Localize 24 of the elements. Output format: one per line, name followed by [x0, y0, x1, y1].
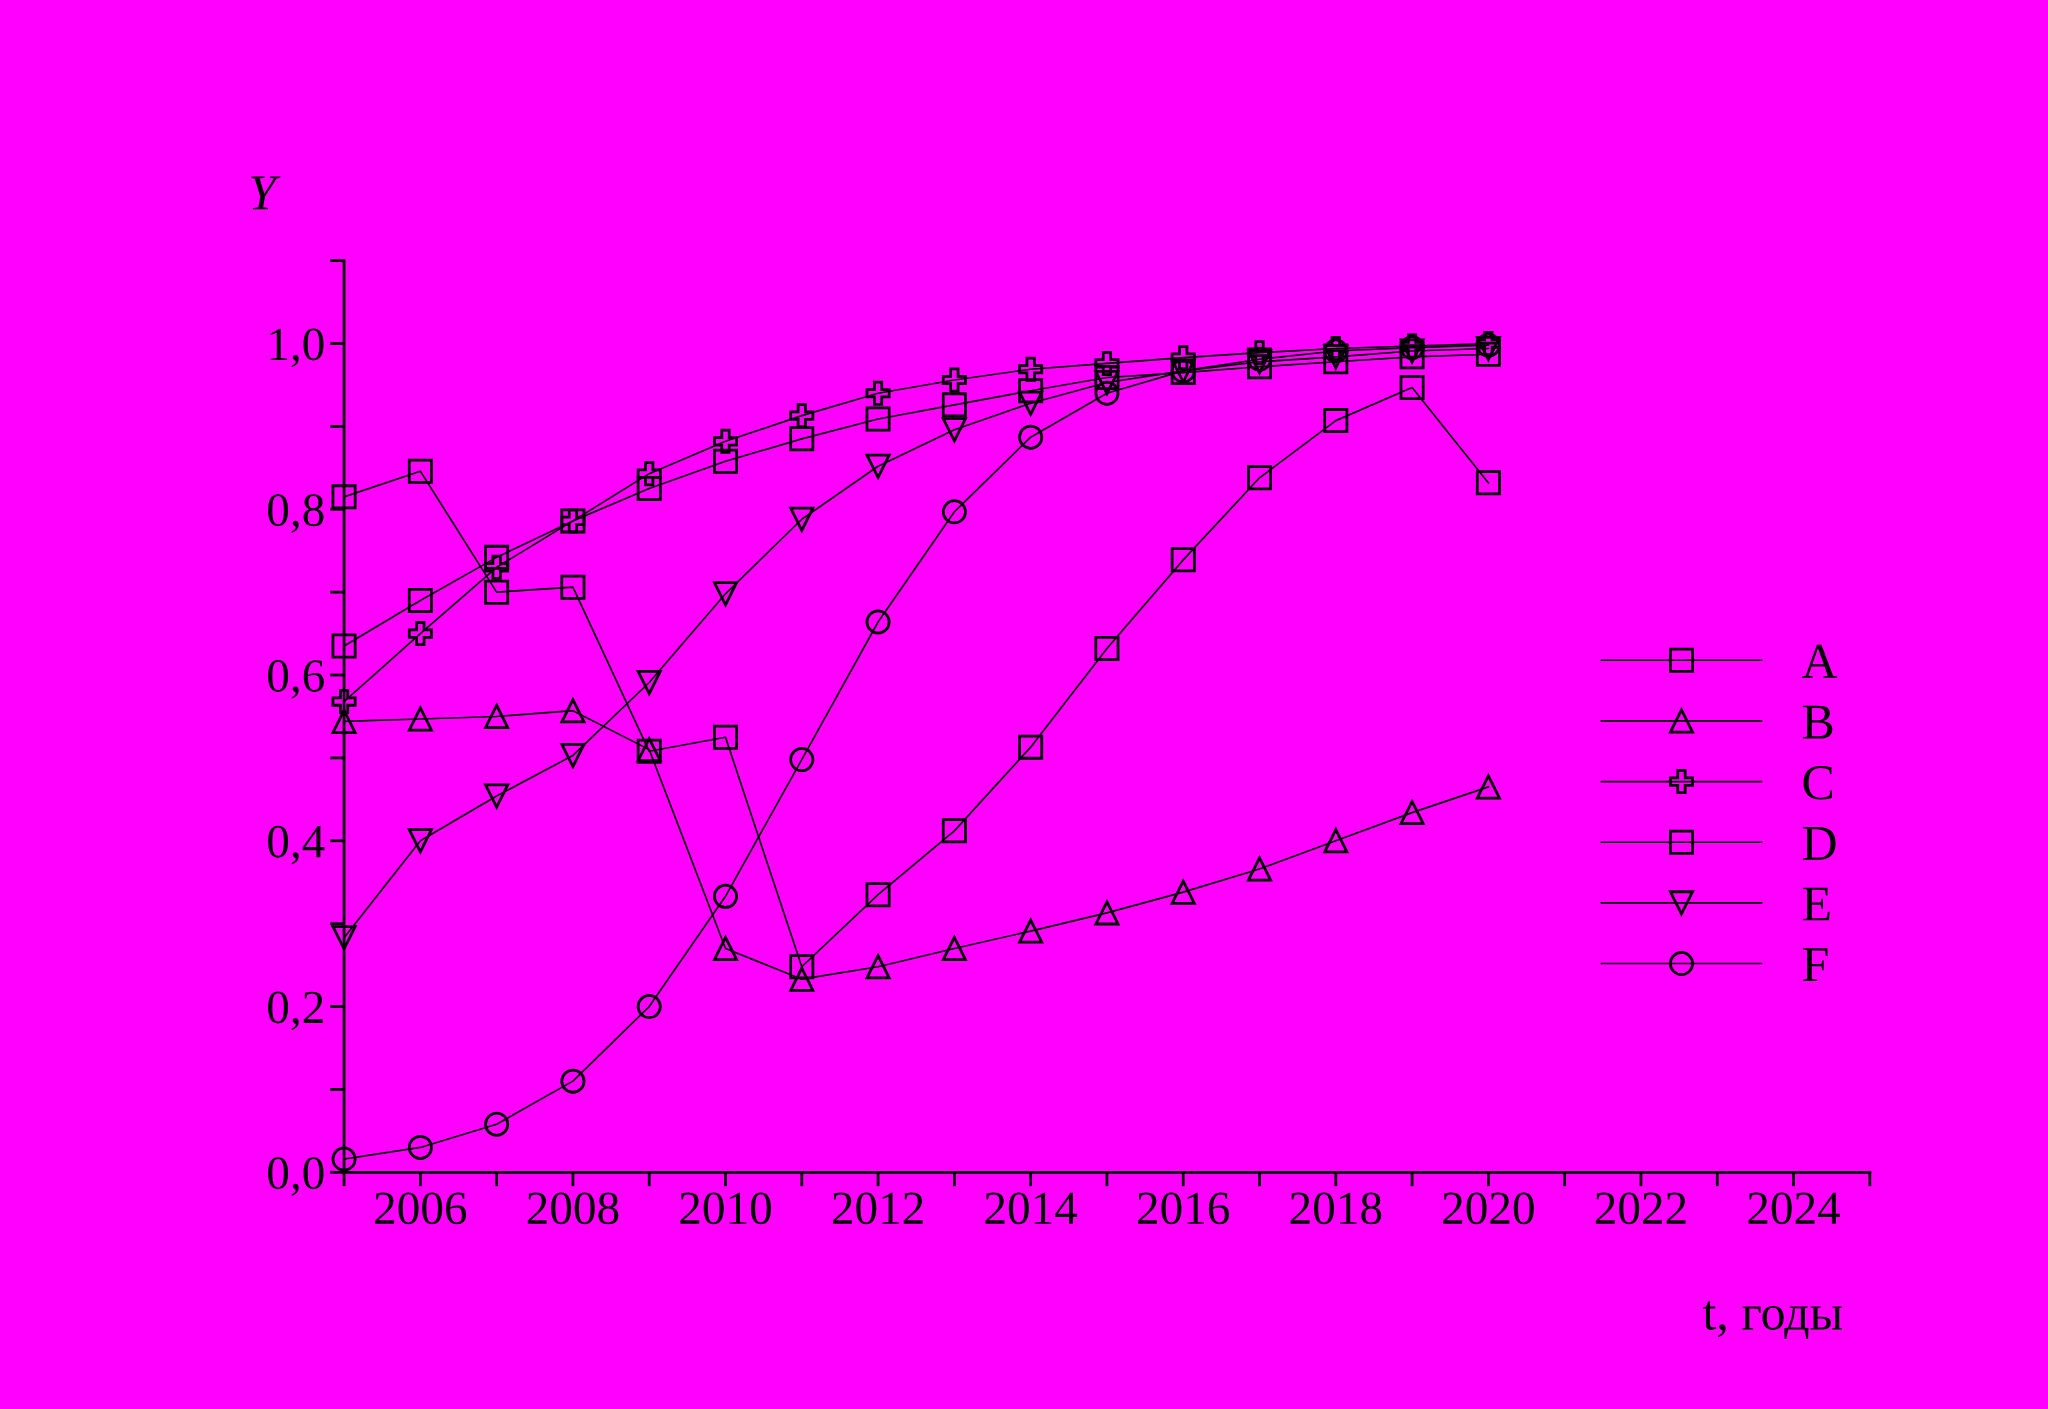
legend-label: F [1802, 948, 1828, 982]
y-tick-label: 0,8 [268, 494, 324, 533]
y-tick-label: 0,4 [268, 825, 325, 865]
y-tick-label: 1,0 [270, 328, 324, 368]
legend-label: D [1802, 826, 1836, 860]
x-axis-title: t, годы [1702, 1301, 1843, 1340]
x-tick-label: 2024 [1748, 1192, 1841, 1225]
legend-label: E [1802, 887, 1830, 921]
legend-label: A [1801, 644, 1838, 678]
x-tick-label: 2010 [680, 1192, 771, 1225]
x-tick-label: 2020 [1443, 1192, 1534, 1225]
legend-label: B [1802, 705, 1833, 739]
y-tick-label: 0,2 [268, 991, 323, 1031]
y-axis-title: Y [251, 176, 281, 210]
x-tick-label: 2006 [375, 1192, 467, 1225]
x-tick-label: 2022 [1595, 1192, 1686, 1225]
y-tick-label: 0,6 [268, 660, 324, 699]
x-tick-label: 2008 [527, 1192, 619, 1225]
x-tick-label: 2014 [985, 1192, 1078, 1225]
legend-label: C [1803, 765, 1833, 800]
x-tick-label: 2012 [832, 1192, 923, 1225]
x-tick-label: 2018 [1290, 1192, 1382, 1225]
x-tick-label: 2016 [1138, 1192, 1230, 1225]
y-tick-label: 0,0 [268, 1157, 324, 1196]
